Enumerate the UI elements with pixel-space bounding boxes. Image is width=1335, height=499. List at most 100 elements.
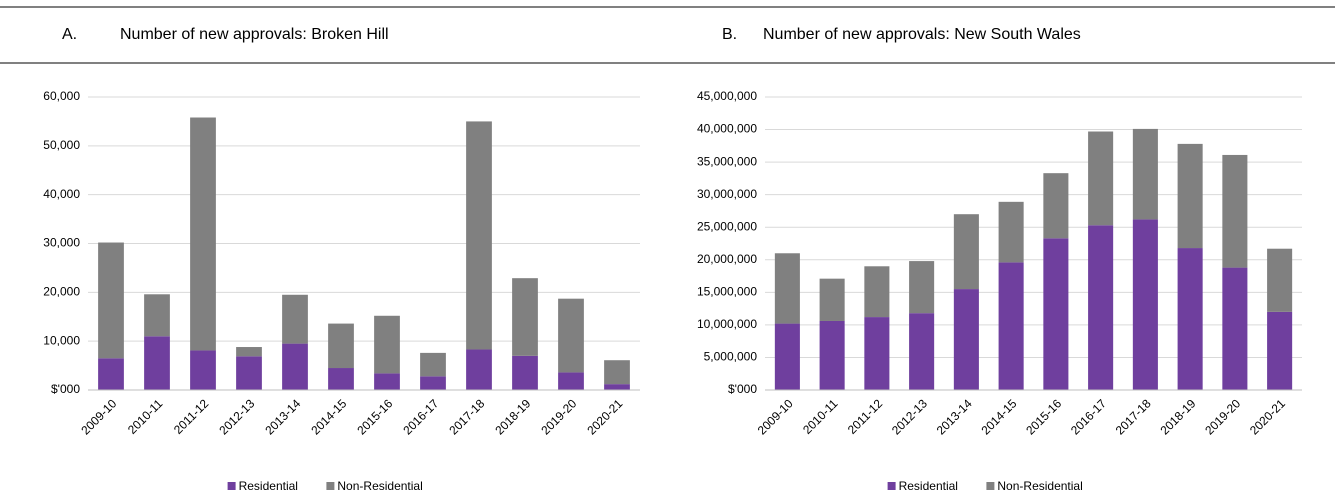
x-tick-label: 2013-14: [262, 396, 303, 437]
bar-segment: [374, 315, 400, 374]
x-tick-label: 2014-15: [308, 396, 349, 437]
bar-segment: [282, 343, 308, 390]
bar-segment: [819, 278, 845, 321]
x-tick-label: 2012-13: [889, 396, 930, 437]
bar-segment: [604, 384, 630, 390]
bar-segment: [1132, 219, 1158, 390]
bar-segment: [1267, 311, 1293, 390]
x-tick-label: 2009-10: [78, 396, 119, 437]
x-tick-label: 2019-20: [538, 396, 579, 437]
bar-segment: [466, 349, 492, 390]
x-tick-label: 2011-12: [845, 396, 886, 437]
y-tick-label: 5,000,000: [704, 350, 758, 364]
bar-segment: [512, 355, 538, 390]
x-tick-label: 2020-21: [584, 396, 625, 437]
y-tick-label: 35,000,000: [697, 154, 757, 168]
bar-segment: [420, 376, 446, 390]
bar-segment: [98, 358, 124, 390]
y-tick-label: 60,000: [43, 89, 80, 103]
bar-segment: [190, 350, 216, 390]
bar-segment: [236, 347, 262, 357]
legend-swatch: [887, 482, 896, 490]
bar-segment: [1177, 143, 1203, 249]
x-tick-label: 2017-18: [446, 396, 487, 437]
y-tick-label: 20,000,000: [697, 252, 757, 266]
bar-segment: [558, 298, 584, 373]
x-tick-label: 2016-17: [1068, 396, 1109, 437]
x-tick-label: 2019-20: [1202, 396, 1243, 437]
x-tick-label: 2014-15: [978, 396, 1019, 437]
x-tick-label: 2011-12: [171, 396, 212, 437]
bar-segment: [374, 373, 400, 390]
y-tick-label: $'000: [51, 382, 80, 396]
x-tick-label: 2020-21: [1247, 396, 1288, 437]
bar-segment: [98, 242, 124, 359]
bar-segment: [864, 266, 890, 318]
legend-swatch: [326, 482, 335, 490]
panel-label: A.: [62, 26, 77, 43]
y-tick-label: 25,000,000: [697, 219, 757, 233]
x-tick-label: 2015-16: [1023, 396, 1064, 437]
bar-segment: [558, 372, 584, 390]
bar-segment: [512, 278, 538, 356]
bar-segment: [998, 262, 1024, 390]
legend-label: Residential: [239, 479, 298, 493]
y-tick-label: 30,000,000: [697, 187, 757, 201]
legend-swatch: [986, 482, 995, 490]
bar-segment: [190, 117, 216, 351]
x-tick-label: 2010-11: [800, 396, 841, 437]
x-tick-label: 2009-10: [755, 396, 796, 437]
bar-segment: [1088, 131, 1114, 226]
x-tick-label: 2018-19: [492, 396, 533, 437]
bar-segment: [1043, 238, 1069, 390]
legend-label: Non-Residential: [997, 479, 1082, 493]
bar-segment: [1043, 173, 1069, 239]
y-tick-label: 50,000: [43, 138, 80, 152]
bar-segment: [998, 201, 1024, 263]
bar-segment: [1222, 154, 1248, 268]
y-tick-label: $'000: [728, 382, 757, 396]
bar-segment: [819, 320, 845, 390]
chart-title: Number of new approvals: New South Wales: [763, 26, 1081, 43]
legend-label: Residential: [899, 479, 958, 493]
y-tick-label: 15,000,000: [697, 285, 757, 299]
x-tick-label: 2018-19: [1157, 396, 1198, 437]
bar-segment: [1267, 248, 1293, 312]
x-tick-label: 2012-13: [216, 396, 257, 437]
panel-label: B.: [722, 26, 737, 43]
bar-segment: [604, 360, 630, 385]
bar-segment: [328, 368, 354, 390]
bar-segment: [144, 294, 170, 337]
bar-segment: [953, 214, 979, 290]
bar-segment: [953, 289, 979, 390]
bar-segment: [909, 261, 935, 314]
bar-segment: [1088, 225, 1114, 390]
x-tick-label: 2013-14: [934, 396, 975, 437]
x-tick-label: 2016-17: [400, 396, 441, 437]
y-tick-label: 10,000,000: [697, 317, 757, 331]
x-tick-label: 2015-16: [354, 396, 395, 437]
y-tick-label: 45,000,000: [697, 89, 757, 103]
bar-segment: [328, 323, 354, 369]
bar-segment: [864, 317, 890, 390]
bar-segment: [420, 352, 446, 377]
legend-label: Non-Residential: [337, 479, 422, 493]
chart-title: Number of new approvals: Broken Hill: [120, 26, 389, 43]
bar-segment: [774, 253, 800, 324]
bar-segment: [1132, 128, 1158, 220]
bar-segment: [236, 356, 262, 390]
y-tick-label: 40,000: [43, 187, 80, 201]
y-tick-label: 10,000: [43, 333, 80, 347]
bar-segment: [1222, 267, 1248, 390]
bar-segment: [1177, 248, 1203, 390]
bar-segment: [909, 313, 935, 390]
x-tick-label: 2010-11: [125, 396, 166, 437]
bar-segment: [466, 121, 492, 350]
y-tick-label: 20,000: [43, 285, 80, 299]
bar-segment: [282, 294, 308, 344]
bar-segment: [774, 323, 800, 390]
y-tick-label: 40,000,000: [697, 122, 757, 136]
y-tick-label: 30,000: [43, 236, 80, 250]
legend-swatch: [227, 482, 236, 490]
